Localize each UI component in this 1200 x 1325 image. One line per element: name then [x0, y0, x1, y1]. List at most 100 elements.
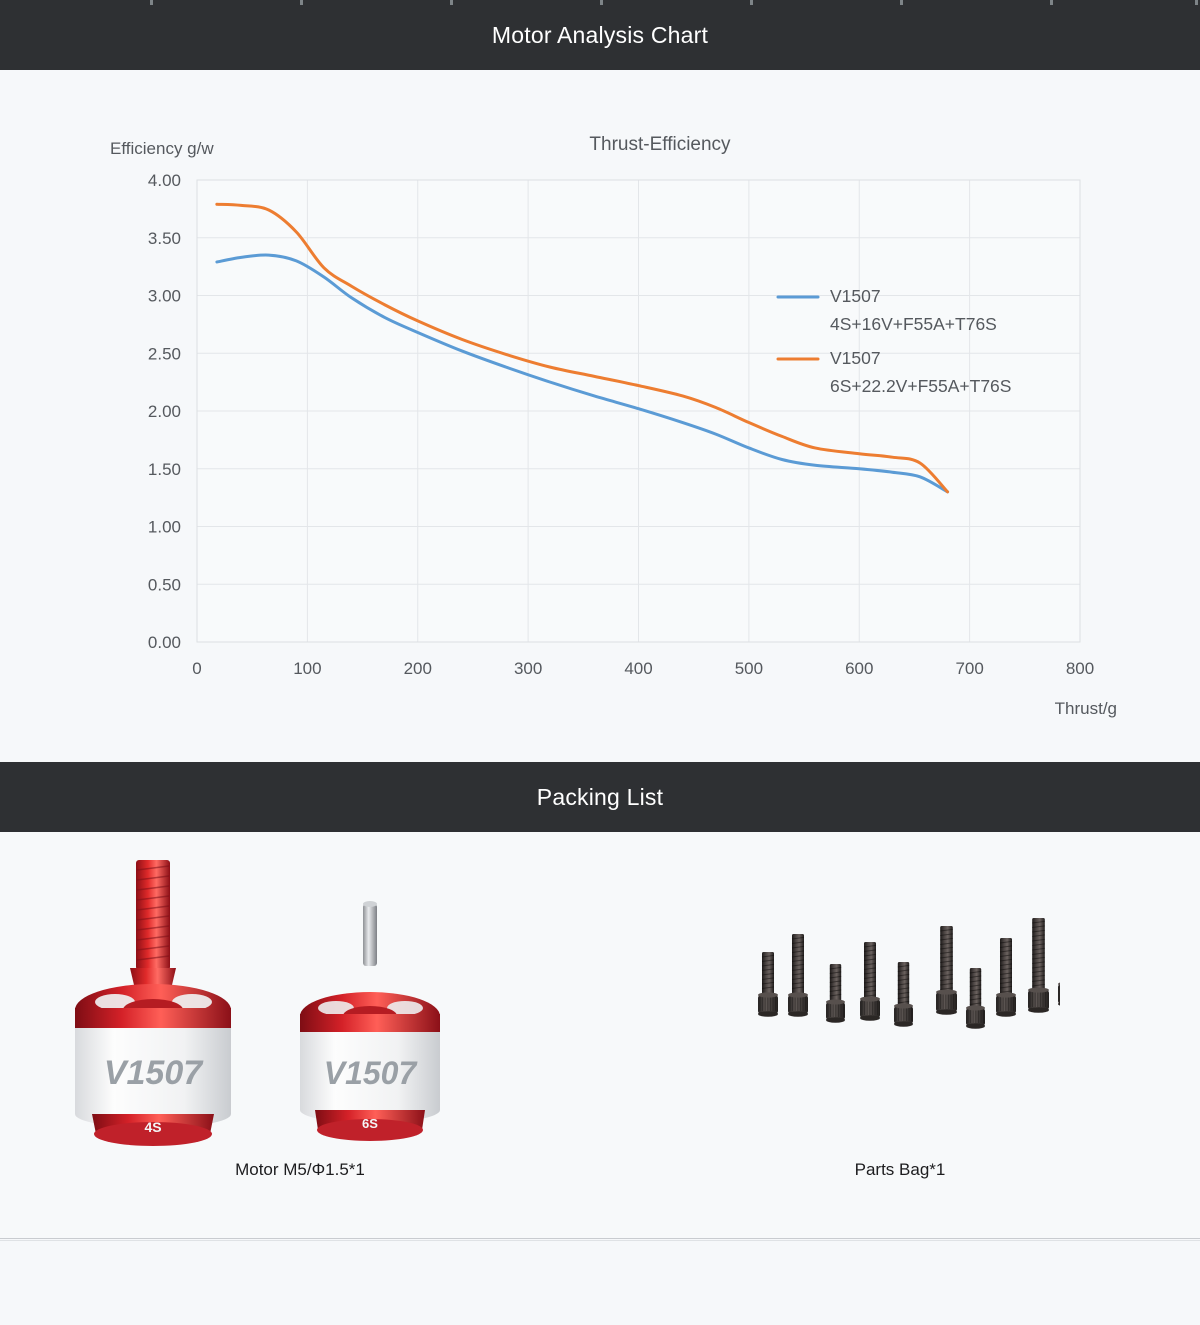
- screw-thread: [761, 959, 775, 962]
- screw-thread: [761, 986, 775, 989]
- screw-thread: [829, 975, 842, 979]
- screw-thread: [829, 966, 842, 970]
- screw-thread: [897, 969, 910, 972]
- screw-thread: [863, 962, 877, 966]
- screw: [996, 938, 1016, 1017]
- screw-shank: [969, 968, 982, 1008]
- screw-thread: [969, 1002, 982, 1005]
- screw-thread: [863, 953, 877, 957]
- screw: [860, 942, 880, 1021]
- y-tick-label: 2.50: [148, 344, 181, 363]
- screw-shank: [1000, 938, 1012, 995]
- screw-thread: [761, 963, 775, 967]
- x-tick-label: 0: [192, 659, 201, 678]
- screw-thread: [999, 940, 1013, 944]
- screw-head: [758, 995, 778, 1014]
- screw-head-top: [996, 992, 1016, 998]
- packing-item-caption-motor: Motor M5/Φ1.5*1: [235, 1160, 365, 1179]
- screw-thread: [999, 981, 1013, 984]
- screw-thread: [829, 980, 842, 983]
- screw-head-bottom: [826, 1017, 845, 1023]
- screw-thread: [863, 967, 877, 970]
- screw-thread: [969, 970, 982, 974]
- screw-thread: [1032, 929, 1045, 933]
- screw-thread: [791, 968, 805, 971]
- screw-thread: [761, 981, 775, 985]
- screw-thread: [940, 960, 953, 963]
- screw-thread: [940, 955, 953, 959]
- screw-thread: [940, 969, 953, 972]
- screw-thread: [940, 937, 953, 941]
- screw-head-bottom: [860, 1015, 880, 1021]
- screw-thread: [940, 933, 953, 936]
- screw-thread: [999, 967, 1013, 971]
- screw-head-bottom: [996, 1011, 1016, 1017]
- screw-thread: [829, 971, 842, 974]
- screw-thread: [940, 973, 953, 977]
- screw-thread: [1032, 961, 1045, 964]
- motor-6s-shaft: [363, 904, 377, 966]
- screw-thread: [1032, 956, 1045, 960]
- series-line-4s: [215, 253, 950, 494]
- screw-shank: [940, 926, 953, 993]
- legend-label-name-4s: V1507: [830, 286, 881, 306]
- screw-thread: [999, 954, 1013, 957]
- screw-head-top: [758, 992, 778, 998]
- packing-item-caption-parts: Parts Bag*1: [854, 1160, 946, 1179]
- screw-thread: [969, 988, 982, 992]
- motor-6s-base-bottom: [317, 1119, 423, 1141]
- motor-4s: V1507 4S: [75, 860, 231, 1146]
- screw-thread: [969, 975, 982, 978]
- screw-shank: [762, 952, 774, 995]
- screw-thread: [969, 984, 982, 987]
- y-tick-label: 3.50: [148, 229, 181, 248]
- screw-head: [996, 995, 1016, 1014]
- screw-thread: [829, 984, 842, 988]
- screw-head-bottom: [758, 1011, 778, 1017]
- screw-thread: [1032, 965, 1045, 969]
- screw-thread: [829, 989, 842, 992]
- screw-thread: [791, 986, 805, 989]
- screw-head-bottom: [966, 1023, 985, 1029]
- screw-thread: [897, 973, 910, 977]
- screw-head-bottom: [894, 1021, 913, 1027]
- screw-thread: [897, 987, 910, 990]
- screw-thread: [897, 982, 910, 986]
- screw-head-top: [788, 992, 808, 998]
- screw-thread: [791, 941, 805, 944]
- x-tick-label: 700: [955, 659, 983, 678]
- screw-thread: [897, 1000, 910, 1004]
- screw-thread: [999, 958, 1013, 962]
- screw-thread: [1032, 943, 1045, 946]
- chart-subtitle: Thrust-Efficiency: [589, 134, 731, 155]
- screw-head-bottom: [788, 1011, 808, 1017]
- screw-thread: [940, 946, 953, 950]
- screw-thread: [1032, 938, 1045, 942]
- thrust-efficiency-chart: Efficiency g/w Thrust-Efficiency Thrust/…: [110, 134, 1117, 718]
- screw-head-bottom: [1058, 1002, 1060, 1006]
- screw-thread: [999, 963, 1013, 966]
- screw-thread: [940, 987, 953, 990]
- screw-thread: [940, 982, 953, 986]
- screw-head-top: [966, 1005, 985, 1011]
- screw-thread: [969, 979, 982, 983]
- motor-6s: V1507 6S: [300, 901, 440, 1141]
- screw-thread: [897, 996, 910, 999]
- screw-thread: [761, 972, 775, 976]
- screw-thread: [897, 964, 910, 968]
- screw-thread: [940, 978, 953, 981]
- screw-head: [1028, 990, 1049, 1010]
- screw-thread: [761, 977, 775, 980]
- chart-series: [215, 202, 950, 494]
- x-tick-label: 600: [845, 659, 873, 678]
- screw-head: [826, 1001, 845, 1020]
- x-tick-label: 800: [1066, 659, 1094, 678]
- packing-list-banner: Packing List: [0, 762, 1200, 832]
- screw: [826, 964, 845, 1023]
- screw-thread: [1032, 970, 1045, 973]
- screw-head-top: [936, 989, 957, 995]
- screws-figure: [740, 832, 1060, 1152]
- thrust-efficiency-chart-section: Efficiency g/w Thrust-Efficiency Thrust/…: [0, 70, 1200, 762]
- y-tick-label: 3.00: [148, 287, 181, 306]
